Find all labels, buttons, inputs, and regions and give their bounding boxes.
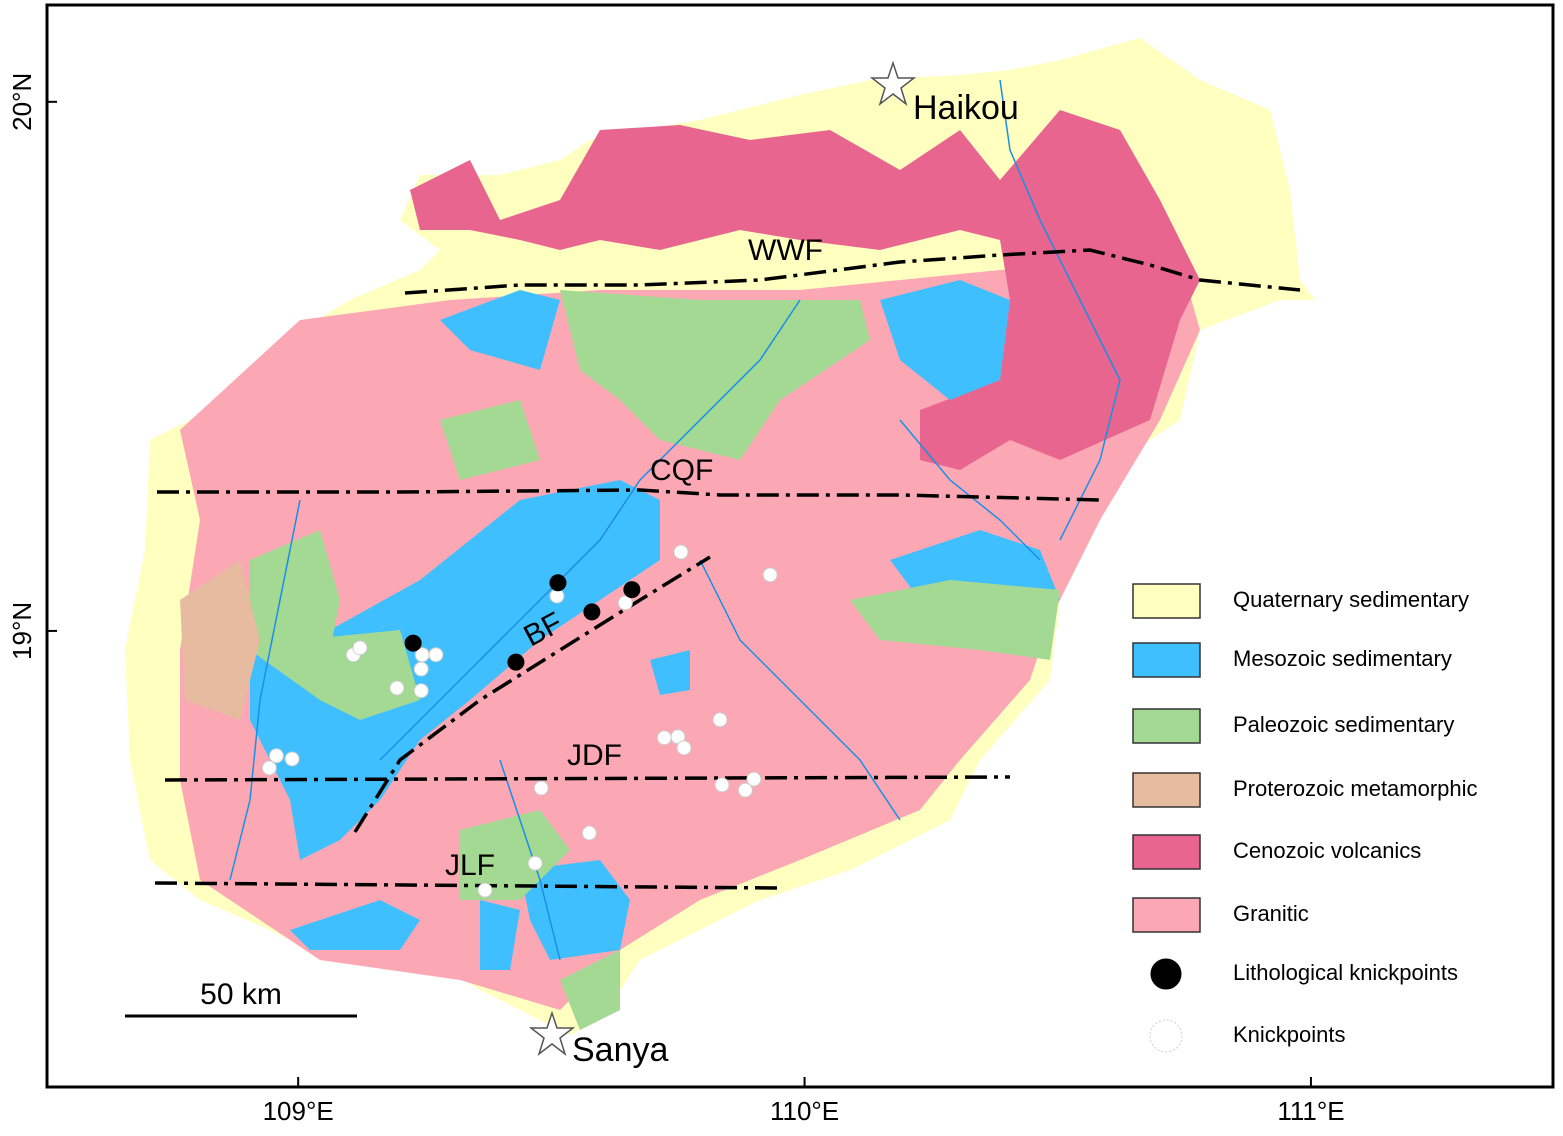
fault-label: WWF xyxy=(748,234,823,267)
legend-label: Cenozoic volcanics xyxy=(1233,838,1421,863)
knickpoint xyxy=(714,777,730,793)
knickpoint xyxy=(617,595,633,611)
knickpoint xyxy=(428,647,444,663)
x-tick-label: 110°E xyxy=(770,1096,839,1126)
rivers xyxy=(229,79,1121,961)
legend-marker xyxy=(1150,958,1182,990)
knickpoint xyxy=(389,680,405,696)
lithological-knickpoint xyxy=(549,574,567,592)
map-frame xyxy=(45,3,1555,1089)
legend-swatch xyxy=(1132,897,1201,933)
x-tick-label: 109°E xyxy=(263,1096,334,1126)
city-label: Haikou xyxy=(913,89,1019,127)
knickpoint xyxy=(762,567,778,583)
knickpoint xyxy=(737,782,753,798)
legend-label: Proterozoic metamorphic xyxy=(1233,776,1478,801)
legend-label: Granitic xyxy=(1233,901,1309,926)
city-star xyxy=(528,1010,576,1057)
knickpoint xyxy=(261,760,277,776)
city-star xyxy=(869,60,917,107)
legend-swatch xyxy=(1132,834,1201,870)
fault-label: JLF xyxy=(445,849,495,882)
knickpoint xyxy=(533,780,549,796)
volcanic-area xyxy=(410,110,1200,470)
knickpoint xyxy=(413,683,429,699)
legend-swatch xyxy=(1132,642,1201,678)
legend-marker xyxy=(1149,1019,1183,1053)
knickpoint xyxy=(527,855,543,871)
faults xyxy=(154,248,1301,890)
lithological-knickpoint xyxy=(623,581,641,599)
legend-swatch xyxy=(1132,772,1201,808)
paleozoic-areas xyxy=(250,290,1060,1030)
overlay: 109°E 110°E 111°E 19°N 20°N Quaternary sedime… xyxy=(7,73,1478,1126)
legend-swatch xyxy=(1132,708,1201,744)
lithological-knickpoint xyxy=(404,634,422,652)
knickpoint xyxy=(746,771,762,787)
legend-label: Mesozoic sedimentary xyxy=(1233,646,1452,671)
knickpoint xyxy=(712,712,728,728)
legend-label: Lithological knickpoints xyxy=(1233,960,1458,985)
knickpoint xyxy=(268,748,284,764)
city-label: Sanya xyxy=(572,1031,668,1069)
fault-label: JDF xyxy=(567,739,622,772)
lithological-knickpoint xyxy=(507,653,525,671)
knickpoint xyxy=(413,661,429,677)
knickpoint xyxy=(284,751,300,767)
proterozoic-area xyxy=(180,560,260,720)
knickpoint xyxy=(477,882,493,898)
y-tick-label: 20°N xyxy=(7,73,37,131)
knickpoint xyxy=(656,730,672,746)
knickpoint xyxy=(352,640,368,656)
x-tick-label: 111°E xyxy=(1277,1096,1344,1126)
knickpoint xyxy=(581,825,597,841)
knickpoint xyxy=(676,740,692,756)
knickpoint xyxy=(673,544,689,560)
lithological-knickpoint xyxy=(583,603,601,621)
fault-label: CQF xyxy=(650,454,713,487)
legend-label: Paleozoic sedimentary xyxy=(1233,712,1454,737)
legend-label: Quaternary sedimentary xyxy=(1233,587,1469,612)
legend-label: Knickpoints xyxy=(1233,1022,1346,1047)
scale-label: 50 km xyxy=(200,978,282,1011)
legend-swatch xyxy=(1132,583,1201,619)
geology xyxy=(125,38,1315,1035)
y-tick-label: 19°N xyxy=(7,602,37,660)
